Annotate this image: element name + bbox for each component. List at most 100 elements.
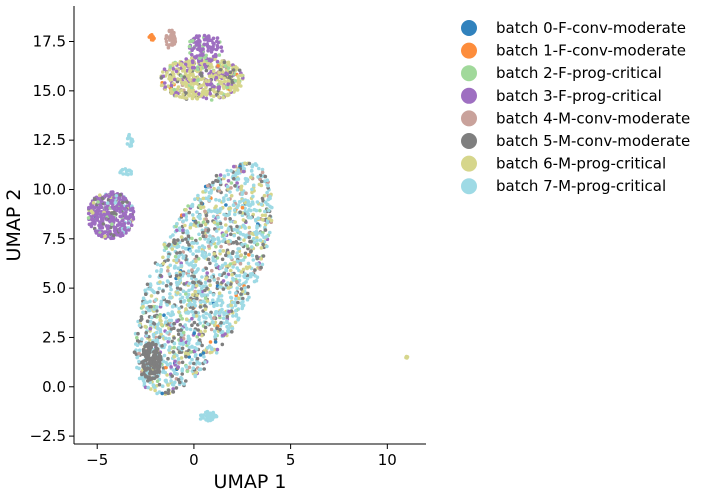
data-point <box>182 382 186 386</box>
y-tick-label: 17.5 <box>33 33 66 51</box>
data-point <box>112 226 117 230</box>
data-point <box>155 391 159 396</box>
data-point <box>243 161 247 166</box>
data-point <box>193 373 197 378</box>
data-point <box>102 212 106 217</box>
data-point <box>173 254 178 259</box>
data-point <box>228 217 232 221</box>
data-point <box>212 278 217 282</box>
data-point <box>222 79 227 84</box>
data-point <box>219 303 223 308</box>
data-point <box>209 327 214 332</box>
data-point <box>217 85 222 89</box>
data-point <box>192 331 196 336</box>
data-point <box>190 52 194 57</box>
data-point <box>182 75 187 79</box>
data-point <box>205 286 209 291</box>
data-point <box>189 89 194 93</box>
data-point <box>192 361 196 366</box>
data-point <box>189 222 193 226</box>
data-point <box>218 310 223 314</box>
data-point <box>232 164 236 169</box>
data-point <box>217 273 222 277</box>
data-point <box>155 262 160 267</box>
data-point <box>161 369 166 374</box>
data-point <box>169 313 173 318</box>
data-point <box>147 346 151 351</box>
data-point <box>99 234 104 239</box>
data-point <box>198 300 203 305</box>
data-point <box>215 39 219 44</box>
data-point <box>265 244 269 249</box>
data-point <box>105 201 110 205</box>
data-point <box>188 249 193 253</box>
data-point <box>178 278 182 283</box>
data-point <box>224 223 228 227</box>
legend-entry-label: batch 1-F-conv-moderate <box>496 42 686 60</box>
data-point <box>124 231 128 235</box>
data-point <box>112 233 116 238</box>
data-point <box>198 305 203 309</box>
data-point <box>214 245 218 249</box>
data-point <box>126 134 131 138</box>
data-point <box>236 177 241 181</box>
data-point <box>219 321 223 325</box>
data-point <box>247 235 251 240</box>
data-point <box>115 218 120 223</box>
data-point <box>223 217 228 221</box>
data-point <box>179 338 183 343</box>
data-point <box>173 38 177 42</box>
data-point <box>137 351 141 356</box>
data-point <box>172 345 176 350</box>
data-point <box>157 354 162 359</box>
data-point <box>91 218 96 222</box>
data-point <box>229 296 234 300</box>
data-point <box>207 198 212 203</box>
data-point <box>192 299 196 303</box>
data-point <box>118 223 123 227</box>
data-point <box>176 238 180 242</box>
data-point <box>211 214 216 219</box>
legend-entry-label: batch 4-M-conv-moderate <box>496 109 690 127</box>
data-point <box>91 201 96 205</box>
data-point <box>145 282 150 287</box>
data-point <box>166 383 170 387</box>
data-point <box>207 190 212 195</box>
data-point <box>203 325 208 330</box>
data-point <box>122 227 127 231</box>
data-point <box>209 98 214 102</box>
data-point <box>177 361 181 365</box>
data-point <box>208 92 212 96</box>
data-point <box>208 261 212 266</box>
data-point <box>184 379 188 383</box>
data-point <box>171 67 176 71</box>
data-point <box>204 79 208 83</box>
data-point <box>190 345 194 349</box>
data-point <box>175 77 180 81</box>
data-point <box>259 246 264 250</box>
data-point <box>177 345 181 350</box>
data-point <box>164 336 168 341</box>
data-point <box>255 238 259 243</box>
data-point <box>214 47 219 52</box>
legend-entry-label: batch 7-M-prog-critical <box>496 177 666 195</box>
data-point <box>239 253 243 257</box>
data-point <box>139 315 144 319</box>
data-point <box>169 379 173 383</box>
data-point <box>122 221 127 226</box>
data-point <box>169 282 173 286</box>
data-point <box>97 233 101 237</box>
data-point <box>234 314 239 318</box>
data-point <box>230 273 234 277</box>
data-point <box>166 391 170 396</box>
data-point <box>101 222 106 226</box>
data-point <box>214 413 218 418</box>
data-point <box>223 261 228 266</box>
data-point <box>226 179 231 183</box>
data-point <box>108 229 112 234</box>
data-point <box>234 309 238 313</box>
data-point <box>211 320 215 325</box>
data-point <box>204 418 208 422</box>
data-point <box>190 38 195 43</box>
data-point <box>166 84 171 88</box>
